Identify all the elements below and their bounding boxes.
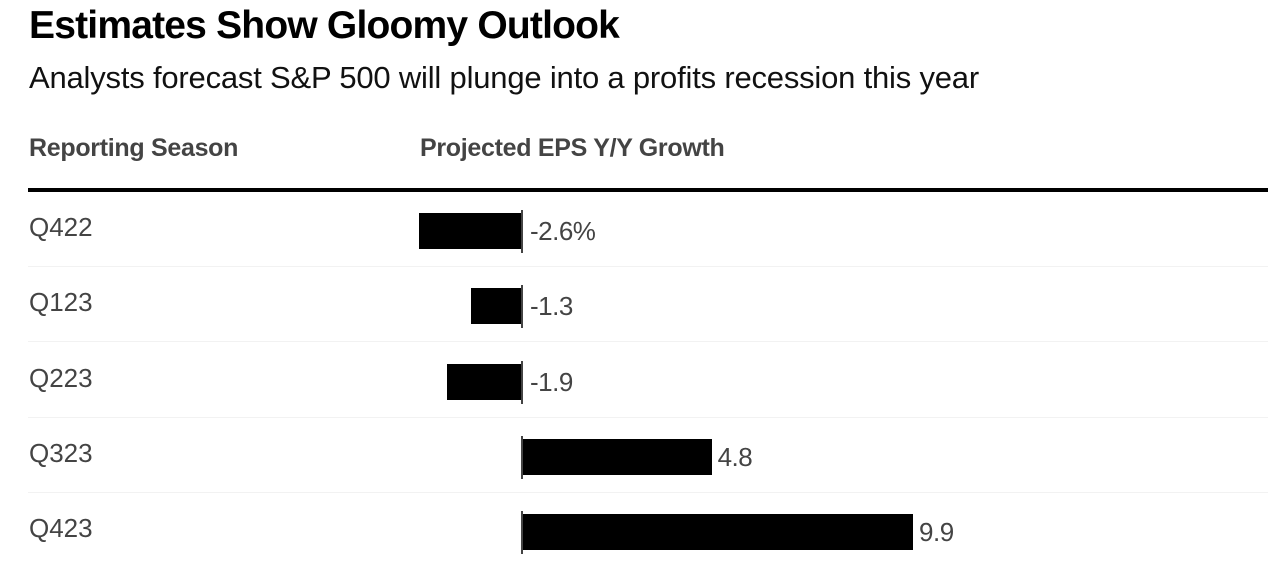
row-separator [28,416,1268,418]
row-separator [28,266,1268,267]
row-separator [28,491,1268,493]
table-row: Q223 -1.9 [0,343,1282,418]
table-row: Q422 -2.6% [0,192,1282,267]
row-separator [28,341,1268,343]
column-header-season: Reporting Season [29,134,239,162]
chart-title: Estimates Show Gloomy Outlook [29,4,620,47]
table-row: Q423 9.9 [0,493,1282,568]
category-label: Q323 [29,437,93,468]
chart-subtitle: Analysts forecast S&P 500 will plunge in… [29,60,979,95]
value-label: 4.8 [717,441,753,472]
zero-baseline [521,285,523,329]
zero-baseline [521,511,523,555]
bar [470,288,522,325]
category-label: Q423 [29,513,93,544]
category-label: Q422 [29,212,93,242]
bar [522,438,712,475]
zero-baseline [521,435,523,479]
bar [419,213,522,249]
table-row: Q323 4.8 [0,418,1282,493]
value-label: -1.3 [530,291,573,322]
value-label: 9.9 [919,517,954,548]
zero-baseline [521,210,523,253]
header-rule [28,188,1268,192]
value-label: -1.9 [530,366,573,397]
category-label: Q223 [29,362,93,393]
table-row: Q123 -1.3 [0,267,1282,343]
zero-baseline [521,360,523,404]
column-header-eps-growth: Projected EPS Y/Y Growth [420,134,725,162]
value-label: -2.6% [530,216,596,246]
category-label: Q123 [29,287,93,318]
bar [522,514,914,551]
bar [446,363,522,400]
